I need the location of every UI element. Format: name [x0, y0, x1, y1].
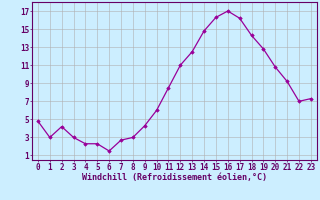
- X-axis label: Windchill (Refroidissement éolien,°C): Windchill (Refroidissement éolien,°C): [82, 173, 267, 182]
